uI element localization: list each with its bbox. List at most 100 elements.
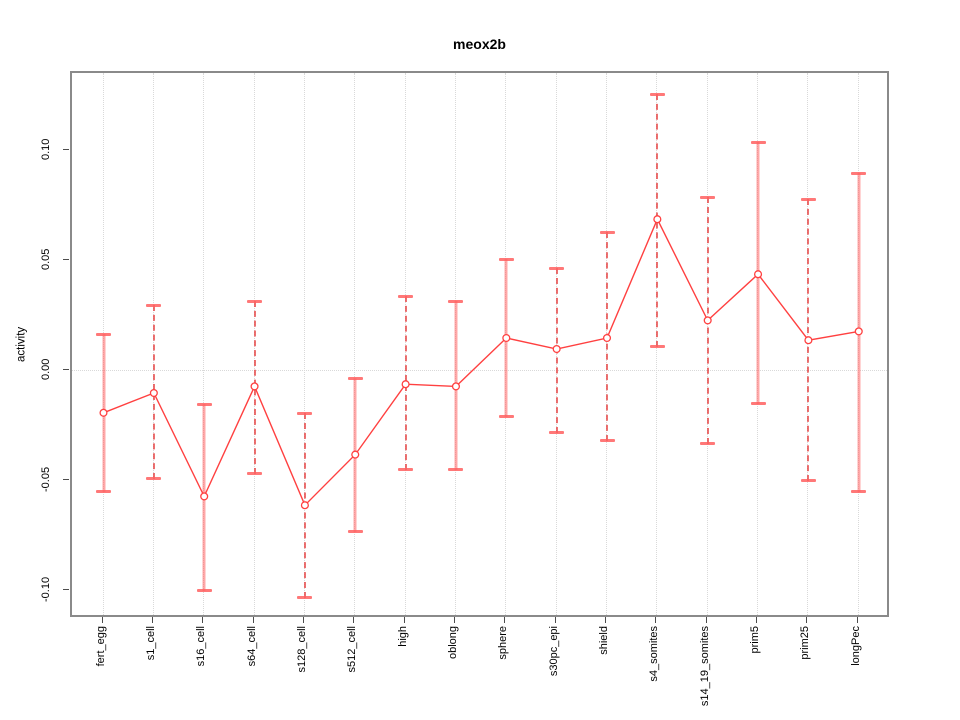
error-bar-cap-bottom: [649, 344, 665, 348]
x-axis-category-label: s512_cell: [346, 626, 359, 673]
x-axis-category-label: longPec: [849, 626, 862, 666]
error-bar-cap-bottom: [851, 490, 867, 493]
line-series: [99, 215, 863, 510]
x-axis-tick: [605, 617, 606, 623]
error-bar-cap-top: [800, 198, 816, 202]
y-axis-tick: [63, 259, 69, 260]
x-axis-category-label: s1_cell: [144, 626, 157, 661]
vertical-gridline: [203, 73, 205, 615]
data-point-marker: [200, 492, 209, 501]
plot-area: [70, 71, 889, 617]
error-bar-cap-bottom: [347, 529, 363, 533]
x-axis-category-label: prim25: [799, 626, 812, 660]
error-bar-cap-bottom: [146, 476, 162, 480]
data-point-marker: [703, 316, 712, 325]
data-point-marker: [250, 382, 259, 391]
x-axis-category-label: fert_egg: [94, 626, 107, 667]
data-point-marker: [552, 344, 561, 354]
x-axis-category-label: s30pc_epi: [547, 626, 560, 677]
x-axis-category-label: s4_somites: [648, 626, 661, 682]
error-bar-cap-top: [146, 304, 162, 307]
error-bar-cap-top: [347, 376, 363, 380]
x-axis-tick: [655, 617, 657, 623]
error-bar-cap-top: [247, 299, 263, 303]
x-axis-tick: [856, 617, 858, 623]
data-point-marker: [653, 215, 662, 224]
x-axis-tick: [151, 617, 153, 623]
error-bar-cap-bottom: [196, 589, 212, 592]
x-axis-category-label: s64_cell: [245, 626, 258, 667]
x-axis-tick: [504, 617, 506, 623]
x-axis-tick: [705, 617, 707, 623]
error-bar-cap-top: [750, 141, 766, 145]
data-point-marker: [451, 382, 461, 391]
y-axis-tick-label: -0.05: [40, 466, 52, 492]
x-axis-tick: [302, 617, 304, 623]
series-line: [103, 217, 859, 507]
vertical-gridline: [303, 73, 305, 615]
data-point-marker: [502, 333, 511, 343]
y-axis-tick: [63, 479, 69, 480]
error-bar-cap-top: [196, 403, 212, 406]
y-axis-label: activity: [15, 326, 28, 362]
error-bar-cap-bottom: [297, 595, 313, 599]
error-bar-cap-top: [851, 172, 867, 175]
error-bar-cap-bottom: [448, 467, 464, 471]
y-axis-tick: [63, 149, 69, 150]
data-point-marker: [351, 450, 360, 459]
x-axis-category-label: sphere: [497, 626, 510, 660]
error-bar-cap-bottom: [750, 401, 766, 405]
x-axis-category-label: prim5: [749, 626, 762, 654]
y-axis-tick-label: 0.10: [40, 138, 52, 160]
y-axis-tick: [63, 589, 69, 590]
x-axis-category-label: s16_cell: [195, 626, 208, 667]
data-point-marker: [854, 327, 863, 336]
x-axis-tick: [756, 617, 758, 623]
x-axis-tick: [453, 617, 455, 623]
error-bar-cap-top: [549, 266, 565, 270]
data-point-marker: [602, 333, 612, 343]
error-bar-cap-bottom: [700, 441, 716, 445]
x-axis-tick: [554, 617, 556, 623]
x-axis-category-label: oblong: [446, 626, 459, 660]
data-point-marker: [804, 336, 813, 345]
error-bar-cap-bottom: [498, 415, 514, 419]
error-bar-cap-bottom: [599, 439, 615, 443]
error-bar-cap-bottom: [549, 430, 565, 434]
x-axis-category-label: s14_19_somites: [698, 626, 711, 707]
y-axis-tick-label: 0.00: [40, 358, 52, 380]
x-axis-category-label: s128_cell: [295, 626, 308, 673]
x-axis-tick: [353, 617, 355, 623]
data-point-marker: [300, 501, 309, 510]
x-axis-category-label: high: [396, 626, 409, 647]
x-axis-tick: [806, 617, 808, 623]
error-bar-cap-top: [448, 299, 464, 303]
error-bar-cap-top: [700, 196, 716, 200]
error-bar-cap-top: [599, 231, 615, 235]
error-bar-cap-top: [398, 295, 414, 299]
error-bar-cap-top: [649, 92, 665, 96]
error-bar-cap-bottom: [96, 489, 111, 493]
error-bar-cap-top: [498, 257, 514, 261]
y-axis-tick-label: -0.10: [40, 576, 52, 602]
zero-gridline: [72, 370, 887, 371]
data-point-marker: [753, 270, 763, 279]
error-bar-cap-bottom: [247, 472, 263, 476]
error-bar-cap-top: [96, 332, 111, 336]
x-axis-tick: [202, 617, 204, 623]
data-point-marker: [99, 408, 108, 417]
error-bar-cap-bottom: [398, 467, 414, 471]
error-bar-cap-top: [297, 411, 313, 415]
data-point-marker: [149, 388, 158, 398]
error-bar-cap-bottom: [800, 478, 816, 482]
x-axis-tick: [252, 617, 254, 623]
vertical-gridline: [354, 73, 356, 615]
x-axis-tick: [101, 617, 103, 623]
chart-title: meox2b: [453, 36, 506, 52]
y-axis-tick: [63, 369, 69, 370]
y-axis-tick-label: 0.05: [40, 248, 52, 270]
x-axis-tick: [403, 617, 405, 623]
data-point-marker: [401, 380, 410, 389]
x-axis-category-label: shield: [598, 626, 610, 655]
